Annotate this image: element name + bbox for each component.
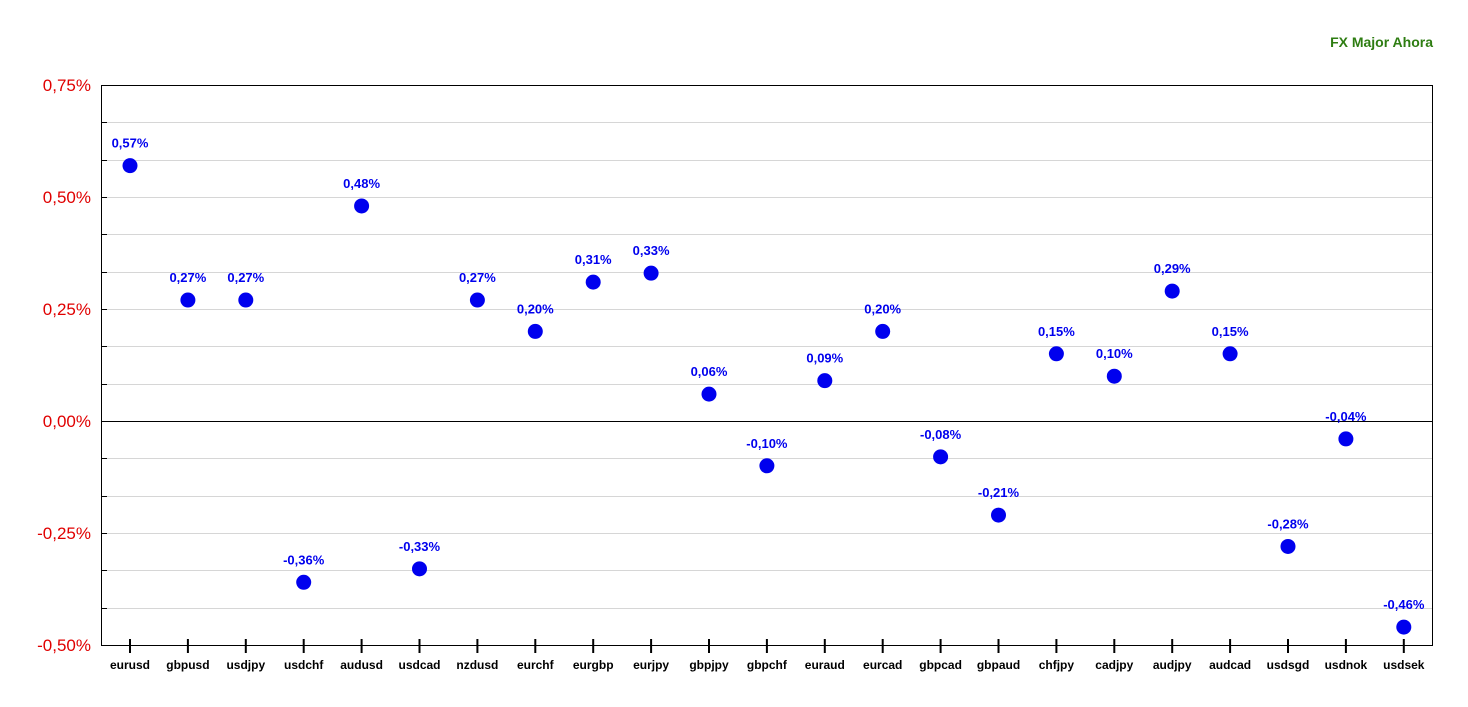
data-point xyxy=(1396,619,1412,635)
data-point xyxy=(122,158,138,174)
data-label: -0,04% xyxy=(1325,409,1367,424)
data-label: -0,21% xyxy=(978,485,1020,500)
data-point xyxy=(817,373,833,389)
y-tick-label: 0,75% xyxy=(43,76,91,95)
y-tick-label: -0,25% xyxy=(37,524,91,543)
data-point xyxy=(759,458,775,474)
y-axis-tick-labels: 0,75% 0,50% 0,25% 0,00% -0,25% -0,50% xyxy=(37,76,91,655)
data-label: 0,27% xyxy=(459,270,496,285)
data-label: 0,27% xyxy=(169,270,206,285)
x-tick-label: audusd xyxy=(340,658,383,672)
data-labels: 0,57% 0,27% 0,27% -0,36% 0,48% -0,33% 0,27% 0,2… xyxy=(112,136,1425,612)
data-label: 0,20% xyxy=(517,301,554,316)
x-tick-label: eurcad xyxy=(863,658,902,672)
data-point xyxy=(875,323,891,339)
data-label: 0,33% xyxy=(633,243,670,258)
x-tick-label: eurgbp xyxy=(573,658,614,672)
data-point xyxy=(1338,431,1354,447)
data-point xyxy=(933,449,949,465)
data-label: 0,20% xyxy=(864,301,901,316)
data-point xyxy=(991,507,1006,523)
data-point xyxy=(180,292,196,308)
data-label: 0,09% xyxy=(806,351,843,366)
x-tick-label: euraud xyxy=(805,658,845,672)
data-point xyxy=(643,265,659,281)
data-point xyxy=(469,292,485,308)
x-tick-label: chfjpy xyxy=(1039,658,1075,672)
x-tick-label: usdnok xyxy=(1325,658,1368,672)
y-tick-label: 0,00% xyxy=(43,412,91,431)
x-tick-label: usdsek xyxy=(1383,658,1425,672)
data-label: 0,29% xyxy=(1154,261,1191,276)
data-point xyxy=(238,292,254,308)
chart-title: FX Major Ahora xyxy=(1330,34,1433,50)
x-tick-label: eurchf xyxy=(517,658,555,672)
axes xyxy=(101,85,1433,653)
x-tick-label: eurjpy xyxy=(633,658,669,672)
data-point xyxy=(1048,346,1064,362)
x-tick-label: usdchf xyxy=(284,658,324,672)
grid-lines xyxy=(101,122,1433,609)
x-tick-label: usdjpy xyxy=(226,658,265,672)
data-label: 0,15% xyxy=(1212,324,1249,339)
x-tick-label: gbpcad xyxy=(919,658,962,672)
x-tick-label: gbpjpy xyxy=(689,658,729,672)
data-point xyxy=(296,574,312,590)
x-tick-label: cadjpy xyxy=(1095,658,1133,672)
x-tick-label: gbpchf xyxy=(747,658,788,672)
data-label: 0,27% xyxy=(227,270,264,285)
x-tick-label: usdcad xyxy=(398,658,440,672)
data-point xyxy=(1164,283,1180,299)
data-label: 0,06% xyxy=(691,364,728,379)
y-tick-label: 0,25% xyxy=(43,300,91,319)
x-tick-label: audcad xyxy=(1209,658,1251,672)
data-label: -0,28% xyxy=(1267,516,1309,531)
x-axis-tick-labels: eurusd gbpusd usdjpy usdchf audusd usdcad nzdu… xyxy=(110,658,1425,672)
data-point xyxy=(585,274,601,290)
y-tick-label: 0,50% xyxy=(43,188,91,207)
y-tick-label: -0,50% xyxy=(37,636,91,655)
x-tick-label: gbpusd xyxy=(166,658,209,672)
data-label: -0,46% xyxy=(1383,597,1425,612)
data-label: 0,31% xyxy=(575,252,612,267)
data-point xyxy=(1222,346,1238,362)
data-label: -0,08% xyxy=(920,427,962,442)
data-label: -0,36% xyxy=(283,552,325,567)
x-tick-label: nzdusd xyxy=(456,658,498,672)
data-label: 0,48% xyxy=(343,176,380,191)
x-tick-label: gbpaud xyxy=(977,658,1020,672)
data-point xyxy=(527,323,543,339)
x-tick-label: audjpy xyxy=(1153,658,1192,672)
x-tick-label: usdsgd xyxy=(1267,658,1310,672)
data-label: 0,15% xyxy=(1038,324,1075,339)
data-label: -0,33% xyxy=(399,539,441,554)
data-point xyxy=(354,198,370,214)
x-tick-label: eurusd xyxy=(110,658,150,672)
data-point xyxy=(701,386,717,402)
data-point xyxy=(1106,368,1122,384)
data-point xyxy=(412,561,427,577)
data-label: 0,10% xyxy=(1096,346,1133,361)
data-label: 0,57% xyxy=(112,136,149,151)
data-label: -0,10% xyxy=(746,436,788,451)
data-point xyxy=(1280,538,1296,554)
data-points xyxy=(122,158,1412,635)
